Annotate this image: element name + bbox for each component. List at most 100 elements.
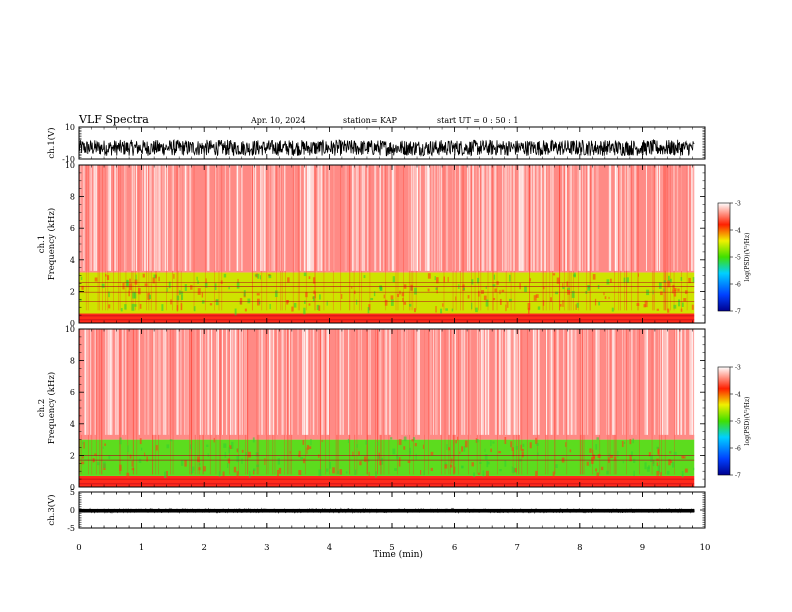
spectrogram-streak — [261, 329, 263, 435]
spectrogram-streak — [155, 165, 157, 271]
spectrogram-streak — [203, 329, 204, 435]
spectrogram-speckle — [223, 273, 227, 278]
spectrogram-streak — [338, 329, 341, 435]
spectrogram-streak-red — [545, 329, 546, 475]
spectrogram-streak — [541, 165, 543, 271]
spectrogram-speckle — [596, 472, 599, 477]
spectrogram-speckle — [359, 461, 362, 466]
spectrogram-streak-red — [412, 165, 414, 311]
start-time-label: start UT = 0 : 50 : 1 — [437, 116, 518, 125]
spectrogram-streak — [195, 329, 196, 435]
spectrogram-streak — [677, 329, 680, 435]
spectrogram-speckle — [236, 281, 240, 289]
spectrogram-speckle — [303, 458, 305, 464]
x-tick-label-8: 8 — [577, 543, 582, 553]
spectrogram-speckle — [129, 454, 132, 459]
spectrogram-streak-red — [529, 165, 530, 311]
spectrogram-streak — [323, 329, 325, 435]
spectrogram-streak-red — [289, 329, 291, 475]
spectrogram-streak — [567, 329, 569, 435]
spectrogram-speckle — [505, 304, 507, 312]
spectrogram-speckle — [670, 450, 672, 454]
spectrogram-streak-red — [559, 165, 560, 311]
spectrogram-streak-red — [176, 165, 178, 311]
spectrogram-speckle — [168, 281, 171, 289]
spectrogram-streak — [153, 165, 156, 271]
spectrogram-streak — [386, 329, 388, 435]
spectrogram-speckle — [229, 445, 232, 449]
spectrogram-speckle — [447, 276, 449, 283]
spectrogram-streak — [183, 165, 185, 271]
spectrogram-speckle — [673, 304, 677, 309]
spectrogram-speckle — [184, 460, 187, 467]
spectrogram-streak — [344, 165, 346, 271]
spectrogram-streak — [583, 329, 586, 435]
spectrogram-speckle — [427, 273, 431, 279]
spectrogram-speckle — [224, 451, 226, 458]
spectrogram-speckle — [490, 448, 492, 453]
spectrogram-streak-red — [276, 165, 277, 311]
spectrogram-speckle — [556, 277, 560, 284]
spectrogram-speckle — [449, 464, 453, 468]
spectrogram-speckle — [669, 451, 671, 454]
spectrogram-speckle — [606, 279, 610, 285]
spectrogram-streak — [109, 329, 112, 435]
spectrogram-speckle — [614, 456, 616, 461]
spectrogram-streak-red — [286, 329, 288, 475]
spectrogram-streak — [519, 165, 522, 271]
spectrogram-streak — [264, 165, 267, 271]
spectrogram-streak — [136, 165, 137, 271]
spectrogram-speckle — [365, 440, 368, 445]
spectrogram-streak — [280, 165, 281, 271]
spectrogram-streak-red — [166, 165, 167, 311]
spectrogram-streak — [369, 329, 371, 435]
spectrogram-streak-red — [191, 329, 192, 475]
spectrogram-streak-red — [388, 329, 390, 475]
no-data-strip-2 — [694, 329, 705, 487]
spectrogram-streak — [507, 165, 509, 271]
spectrogram-streak — [194, 329, 196, 435]
y-tick-label-2-3: 6 — [70, 388, 75, 397]
spectrogram-speckle — [446, 444, 448, 450]
spectrogram-streak — [389, 329, 391, 435]
x-tick-label-2: 2 — [201, 543, 206, 553]
spectrogram-speckle — [321, 439, 323, 443]
spectrogram-speckle — [692, 277, 696, 283]
spectrogram-streak — [552, 329, 554, 435]
spectrogram-streak — [312, 165, 315, 271]
spectrogram-speckle — [397, 456, 399, 460]
spectrogram-streak — [154, 329, 157, 435]
spectrogram-speckle — [440, 308, 443, 314]
spectrogram-speckle — [142, 273, 145, 278]
spectrogram-streak — [147, 329, 150, 435]
spectrogram-speckle — [610, 278, 612, 283]
spectrogram-streak — [268, 329, 270, 435]
spectrogram-streak — [565, 165, 567, 271]
spectrogram-speckle — [220, 280, 223, 284]
spectrogram-speckle — [147, 293, 151, 300]
spectrogram-streak — [116, 329, 119, 435]
x-tick-label-4: 4 — [327, 543, 332, 553]
spectrogram-streak-red — [529, 165, 531, 311]
spectrogram-streak — [430, 329, 432, 435]
spectrogram-streak — [267, 329, 269, 435]
spectrogram-speckle — [552, 273, 556, 276]
spectrogram-streak — [180, 165, 182, 271]
spectrogram-speckle — [509, 298, 512, 302]
spectrogram-streak-red — [203, 329, 204, 475]
x-tick-label-0: 0 — [76, 543, 81, 553]
spectrogram-speckle — [319, 294, 321, 300]
spectrogram-streak — [481, 329, 484, 435]
spectrogram-speckle — [435, 287, 438, 290]
spectrogram-speckle — [594, 298, 597, 306]
spectrogram-streak — [125, 329, 126, 435]
spectrogram-speckle — [573, 272, 576, 278]
spectrogram-speckle — [672, 289, 674, 294]
spectrogram-streak-red — [460, 165, 461, 311]
spectrogram-speckle — [603, 292, 605, 296]
spectrogram-speckle — [463, 446, 466, 452]
colorbar-1 — [717, 202, 731, 312]
spectrogram-speckle — [515, 445, 518, 450]
y-axis-label-2: ch.2 — [37, 399, 47, 417]
spectrogram-streak-red — [335, 329, 337, 475]
